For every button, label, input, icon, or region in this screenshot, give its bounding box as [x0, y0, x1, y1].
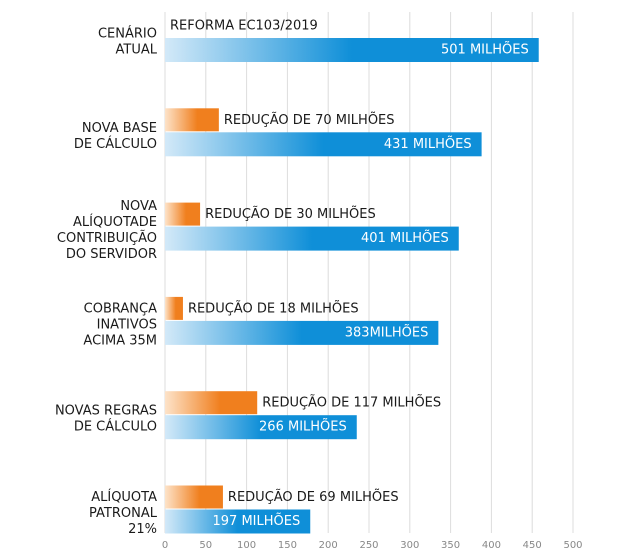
reduction-label: REDUÇÃO DE 30 MILHÕES — [205, 206, 376, 222]
total-bar — [165, 38, 539, 62]
category-label: INATIVOS — [97, 317, 157, 332]
category-label: DE CÁLCULO — [74, 136, 157, 152]
category-label: ATUAL — [116, 43, 158, 58]
category-label: COBRANÇA — [84, 301, 157, 316]
reduction-label: REDUÇÃO DE 70 MILHÕES — [224, 112, 395, 128]
category-label: ACIMA 35M — [83, 333, 157, 348]
category-label: NOVAS REGRAS — [55, 404, 157, 419]
x-tick-label: 300 — [400, 540, 419, 551]
reduction-label: REFORMA EC103/2019 — [170, 19, 318, 34]
x-tick-label: 450 — [523, 540, 542, 551]
category-label: ALÍQUOTADE — [73, 214, 157, 230]
x-tick-label: 350 — [441, 540, 460, 551]
category-label: 21% — [128, 522, 157, 537]
x-tick-label: 100 — [237, 540, 256, 551]
x-tick-label: 50 — [199, 540, 212, 551]
total-bar — [165, 509, 311, 534]
category-label: DO SERVIDOR — [66, 247, 157, 262]
reduction-bar — [165, 485, 223, 509]
x-tick-label: 200 — [319, 540, 338, 551]
total-label: 197 MILHÕES — [213, 513, 301, 529]
reduction-bar — [165, 202, 201, 226]
category-label: ALÍQUOTA — [91, 489, 157, 505]
total-bar — [165, 132, 482, 157]
category-label: CENÁRIO — [98, 26, 157, 42]
total-label: 383MILHÕES — [345, 324, 429, 340]
total-label: 266 MILHÕES — [259, 419, 347, 435]
total-label: 401 MILHÕES — [361, 230, 449, 246]
reduction-bar — [165, 108, 219, 132]
category-label: CONTRIBUIÇÃO — [57, 230, 157, 246]
x-tick-label: 500 — [563, 540, 582, 551]
reduction-bar — [165, 296, 183, 320]
x-tick-label: 400 — [482, 540, 501, 551]
total-bar — [165, 226, 459, 251]
total-label: 431 MILHÕES — [384, 136, 472, 152]
reduction-label: REDUÇÃO DE 117 MILHÕES — [262, 395, 441, 411]
reduction-bar — [165, 391, 258, 415]
category-label: NOVA — [120, 199, 157, 214]
x-tick-label: 0 — [162, 540, 168, 551]
x-tick-label: 150 — [278, 540, 297, 551]
category-label: DE CÁLCULO — [74, 419, 157, 435]
reduction-label: REDUÇÃO DE 18 MILHÕES — [188, 300, 359, 316]
reduction-label: REDUÇÃO DE 69 MILHÕES — [228, 489, 399, 505]
category-label: NOVA BASE — [82, 121, 157, 136]
total-bar — [165, 320, 439, 345]
category-label: PATRONAL — [89, 506, 158, 521]
x-tick-label: 250 — [359, 540, 378, 551]
total-bar — [165, 415, 357, 440]
total-label: 501 MILHÕES — [441, 42, 529, 58]
